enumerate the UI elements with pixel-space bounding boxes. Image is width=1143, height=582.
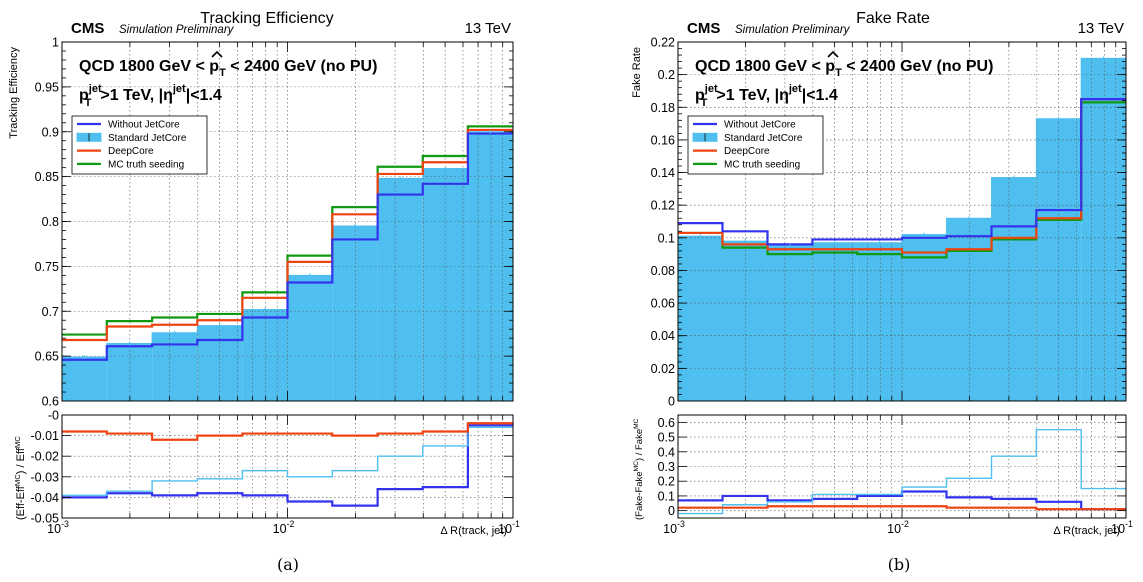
chart-2-hat-mark — [827, 50, 839, 58]
chart-2-fill-bar — [1081, 58, 1126, 402]
chart-1-sample-label: QCD 1800 GeV < pT < 2400 GeV (no PU) — [79, 58, 377, 79]
chart-1-fill-bar — [377, 178, 423, 401]
chart-2-x-tick-label: 10-3 — [663, 519, 685, 536]
chart-2-y-tick-label: 0.06 — [651, 297, 675, 311]
chart-2-series-line — [678, 98, 1126, 246]
chart-1-y-tick-label: 0.95 — [35, 80, 59, 94]
chart-1-fill-bar — [332, 225, 378, 401]
chart-1-y-tick-label: 0.7 — [42, 305, 59, 319]
chart-1-y-tick-label: 0.75 — [35, 260, 59, 274]
chart-1-x-axis-label: Δ R(track, jet) — [440, 525, 507, 537]
chart-2-title: Fake Rate — [856, 10, 930, 27]
chart-2-legend-label: MC truth seeding — [724, 159, 800, 170]
chart-1-y-tick-label: 0.65 — [35, 350, 59, 364]
chart-2-x-axis-label: Δ R(track, jet) — [1053, 525, 1120, 537]
caption-b: (b) — [887, 555, 911, 574]
chart-2-series-line — [678, 98, 1126, 254]
chart-2-ratio-y-tick-label: 0.6 — [658, 416, 675, 430]
chart-2-ratio-y-tick-label: 0 — [668, 504, 675, 518]
chart-2-fill-bar — [991, 177, 1037, 401]
chart-1-fill-bar — [152, 332, 198, 401]
chart-1-ratio-y-tick-label: -0.03 — [31, 470, 60, 484]
chart-1-fill-bar — [242, 309, 288, 401]
chart-2-ratio-y-tick-label: 0.2 — [658, 475, 675, 489]
chart-2-y-tick-label: 0.14 — [651, 166, 675, 180]
chart-1-ratio-y-tick-label: -0.02 — [31, 450, 60, 464]
chart-1-x-tick-label: 10-3 — [47, 519, 69, 536]
chart-2-status-label: Simulation Preliminary — [735, 24, 851, 36]
chart-2-legend-label: Without JetCore — [724, 120, 796, 131]
chart-2-cut-label: pjet T >1 TeV, |ηjet|<1.4 — [695, 83, 838, 109]
chart-1-energy-label: 13 TeV — [465, 20, 511, 37]
chart-1-x-tick-label: 10-2 — [273, 519, 295, 536]
chart-1-ratio-line — [62, 422, 513, 441]
chart-2-fill-bar — [857, 242, 902, 401]
chart-1-status-label: Simulation Preliminary — [119, 24, 235, 36]
chart-1-cut-label: pjet T >1 TeV, |ηjet|<1.4 — [79, 83, 222, 109]
chart-2-ratio-y-tick-label: 0.1 — [658, 489, 675, 503]
chart-2-legend-label: Standard JetCore — [724, 133, 803, 144]
chart-2-ratio-y-axis-label: (Fake-FakeMC) / FakeMC — [633, 418, 645, 520]
chart-2-fill-bar — [722, 241, 768, 401]
chart-2-ratio-y-tick-label: 0.5 — [658, 431, 675, 445]
chart-2-energy-label: 13 TeV — [1078, 20, 1124, 37]
chart-2-fill-bar — [1036, 118, 1082, 401]
chart-1-y-tick-label: 0.8 — [42, 215, 59, 229]
chart-1-series-line — [62, 132, 513, 361]
chart-2-y-tick-label: 0.16 — [651, 133, 675, 147]
chart-2-x-tick-label: 10-2 — [887, 519, 909, 536]
chart-2-legend-label: DeepCore — [724, 146, 770, 157]
chart-2-experiment-label: CMS — [687, 20, 720, 37]
chart-2-y-tick-label: 0.02 — [651, 362, 675, 376]
chart-2-y-tick-label: 0.1 — [658, 231, 675, 245]
chart-1-y-tick-label: 0.6 — [42, 395, 59, 409]
chart-2-fill-bar — [678, 236, 723, 401]
chart-1-legend-label: Standard JetCore — [108, 133, 187, 144]
chart-1-y-tick-label: 0.85 — [35, 170, 59, 184]
chart-2-ratio-y-tick-label: 0.3 — [658, 460, 675, 474]
chart-2-y-tick-label: 0.12 — [651, 199, 675, 213]
chart-2-sample-label: QCD 1800 GeV < pT < 2400 GeV (no PU) — [695, 58, 993, 79]
chart-1-fill-bar — [62, 357, 107, 401]
chart-1-fill-bar — [106, 343, 153, 401]
chart-1-ratio-y-tick-label: -0.01 — [31, 429, 60, 443]
chart-2-ratio-line — [678, 505, 1126, 511]
chart-2-fill-bar — [767, 245, 813, 401]
caption-a: (a) — [276, 555, 300, 574]
chart-1-ratio-y-tick-label: -0 — [48, 409, 59, 423]
chart-1-ratio-line — [62, 426, 513, 497]
chart-2-ratio-y-tick-label: 0.4 — [658, 445, 675, 459]
chart-1-y-axis-label: Tracking Efficiency — [8, 47, 20, 139]
chart-1-series-line — [62, 128, 513, 342]
chart-1-ratio-y-tick-label: -0.04 — [31, 491, 60, 505]
chart-2-ratio-line — [678, 429, 1126, 515]
chart-1-y-tick-label: 0.9 — [42, 125, 59, 139]
chart-2-y-tick-label: 0 — [668, 395, 675, 409]
chart-1-fill-bar — [287, 275, 333, 401]
chart-2-y-tick-label: 0.2 — [658, 68, 675, 82]
chart-1-legend-label: Without JetCore — [108, 120, 180, 131]
chart-1-experiment-label: CMS — [71, 20, 104, 37]
chart-2-y-tick-label: 0.22 — [651, 36, 675, 50]
chart-2-y-tick-label: 0.08 — [651, 264, 675, 278]
chart-2-y-tick-label: 0.04 — [651, 329, 675, 343]
chart-2-fill-bar — [902, 234, 947, 401]
chart-1-ratio-y-axis-label: (Eff-EffMC) / EffMC — [13, 436, 27, 520]
chart-2-fill-bar — [946, 218, 992, 401]
chart-1-ratio-y-tick-label: -0.05 — [31, 512, 60, 526]
chart-1-title: Tracking Efficiency — [200, 10, 333, 27]
chart-1-legend-label: MC truth seeding — [108, 159, 184, 170]
chart-1-ratio-line — [62, 424, 513, 507]
chart-1-hat-mark — [211, 50, 223, 58]
chart-1-legend-label: DeepCore — [108, 146, 154, 157]
chart-2-y-tick-label: 0.18 — [651, 101, 675, 115]
chart-2-y-axis-label: Fake Rate — [631, 47, 643, 98]
chart-1-y-tick-label: 1 — [52, 36, 59, 50]
